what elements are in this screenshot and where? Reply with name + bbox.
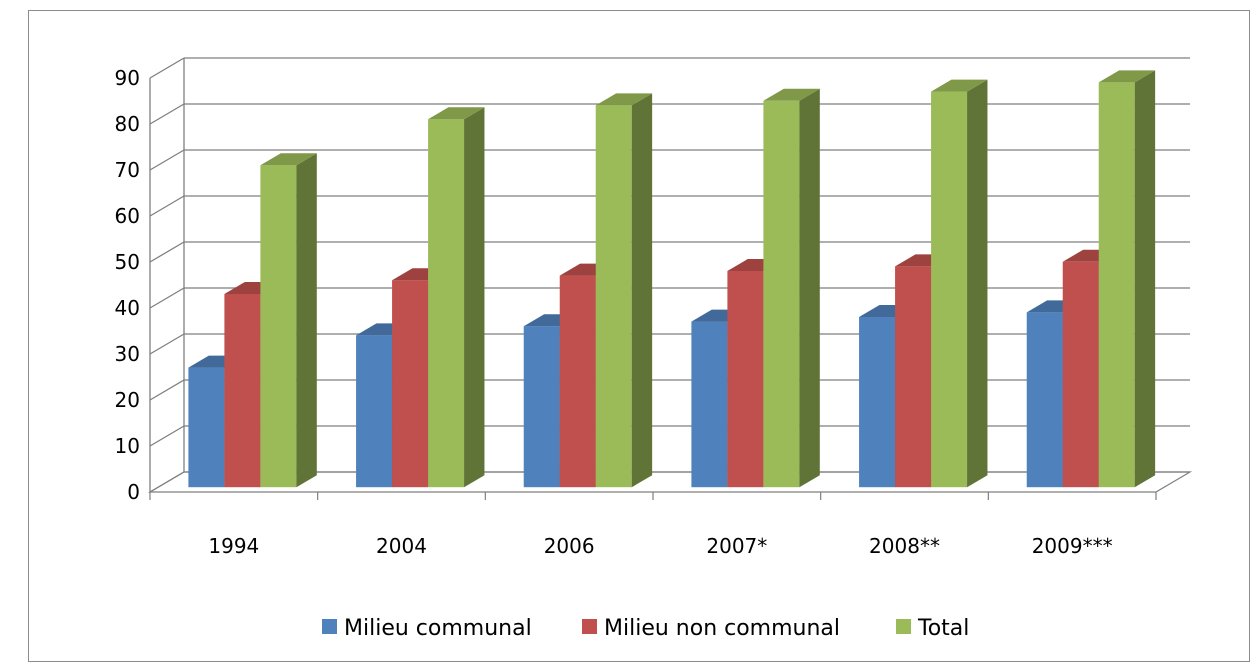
- bar-top: [260, 153, 317, 166]
- x-tick-label: 2008**: [869, 534, 940, 558]
- bar-side: [799, 88, 820, 488]
- bar-top: [763, 88, 820, 101]
- x-tick-label: 1994: [208, 534, 259, 558]
- x-tick-label: 2009***: [1032, 534, 1113, 558]
- gridline-side: [149, 379, 185, 401]
- gridline-side: [149, 57, 185, 79]
- bar-front: [727, 271, 764, 488]
- gridline-side: [149, 149, 185, 171]
- bar: [931, 79, 988, 488]
- bar-front: [1062, 261, 1099, 488]
- y-tick-label: 20: [115, 388, 140, 412]
- bar-top: [428, 107, 485, 120]
- legend-item: Total: [896, 616, 969, 641]
- y-tick-label: 40: [115, 296, 140, 320]
- bar-top: [595, 93, 653, 106]
- bar-front: [428, 119, 465, 488]
- bar-side: [464, 107, 485, 488]
- legend-label: Total: [917, 616, 969, 641]
- gridline-side: [149, 241, 185, 263]
- bar: [260, 153, 317, 488]
- bar-front: [859, 317, 896, 488]
- legend: Milieu communal Milieu non communal Total: [322, 616, 969, 641]
- bar: [428, 107, 485, 488]
- gridline-side: [149, 333, 185, 355]
- y-tick-label: 30: [115, 342, 140, 366]
- y-tick-label: 50: [115, 250, 140, 274]
- legend-label: Milieu non communal: [604, 616, 840, 641]
- x-tick-marks: [149, 492, 1157, 500]
- bar-front: [1098, 82, 1135, 488]
- bar-front: [224, 294, 261, 488]
- y-tick-label: 90: [115, 66, 140, 90]
- legend-swatch: [896, 619, 911, 634]
- bar-side: [1134, 70, 1156, 488]
- x-tick-label: 2007*: [706, 534, 767, 558]
- bar-front: [356, 335, 393, 488]
- x-tick-label: 2006: [544, 534, 595, 558]
- bar-side: [967, 79, 988, 488]
- y-tick-label: 70: [115, 158, 140, 182]
- legend-swatch: [322, 619, 337, 634]
- bar-front: [1026, 312, 1063, 488]
- legend-item: Milieu communal: [322, 616, 532, 641]
- y-tick-label: 60: [115, 204, 140, 228]
- bar: [763, 88, 820, 488]
- x-tick-labels: 1994 2004 2006 2007* 2008** 2009***: [208, 534, 1112, 558]
- bar-side: [631, 93, 653, 488]
- bar-side: [296, 153, 317, 488]
- gridline-side: [149, 425, 185, 447]
- bar-front: [691, 321, 728, 488]
- bar-front: [188, 367, 225, 488]
- legend-item: Milieu non communal: [582, 616, 840, 641]
- bar: [595, 93, 653, 488]
- bar-front: [392, 280, 429, 488]
- bar-front: [763, 100, 800, 488]
- bar-front: [260, 165, 297, 488]
- gridline-side: [149, 287, 185, 309]
- gridline-side: [149, 103, 185, 125]
- bar-top: [931, 79, 988, 92]
- y-tick-label: 80: [115, 112, 140, 136]
- y-tick-label: 0: [127, 480, 140, 504]
- bars: [188, 70, 1156, 488]
- bar-front: [895, 266, 932, 488]
- gridline-side: [149, 471, 185, 493]
- bar-front: [931, 91, 968, 488]
- y-tick-label: 10: [115, 434, 140, 458]
- legend-swatch: [582, 619, 597, 634]
- bar-top: [1098, 70, 1156, 83]
- legend-label: Milieu communal: [344, 616, 532, 641]
- y-tick-labels: 0 10 20 30 40 50 60 70 80 90: [115, 66, 140, 504]
- bar: [1098, 70, 1156, 488]
- x-tick-label: 2004: [376, 534, 427, 558]
- bar-front: [559, 275, 596, 488]
- bar-front: [523, 326, 560, 488]
- gridline-side: [149, 195, 185, 217]
- bar-front: [595, 105, 632, 488]
